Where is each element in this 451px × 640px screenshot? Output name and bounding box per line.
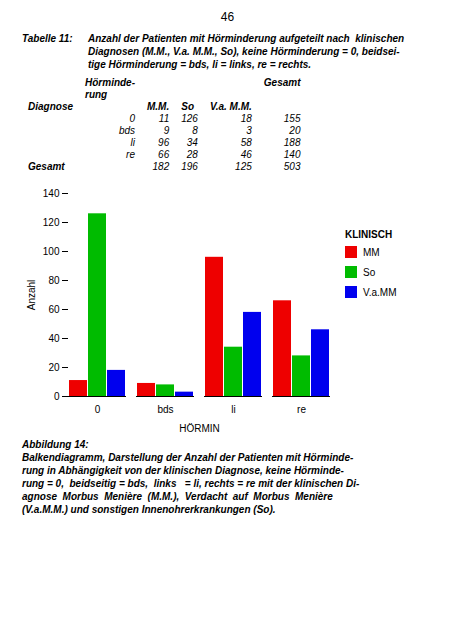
svg-text:0: 0 xyxy=(95,404,101,415)
html-text:Abbildung 14:: Abbildung 14: xyxy=(22,439,89,450)
html-text:M.M.: M.M. xyxy=(147,101,170,112)
html-text:503: 503 xyxy=(283,161,301,172)
html-text:66: 66 xyxy=(158,149,170,160)
html-text:Gesamt: Gesamt xyxy=(28,161,65,172)
html-text:li: li xyxy=(130,137,135,148)
html-text:182: 182 xyxy=(152,161,170,172)
html-text:KLINISCH: KLINISCH xyxy=(345,229,393,240)
html-text:Tabelle 11:: Tabelle 11: xyxy=(22,33,73,44)
svg-text:20: 20 xyxy=(48,362,60,373)
html-text:re: re xyxy=(126,149,135,160)
html-text:V.a. M.M.: V.a. M.M. xyxy=(209,101,252,112)
svg-text:HÖRMIN: HÖRMIN xyxy=(179,423,220,434)
html-text:196: 196 xyxy=(181,161,198,172)
html-text:9: 9 xyxy=(163,125,170,136)
html-text:28: 28 xyxy=(186,149,198,160)
svg-text:100: 100 xyxy=(43,246,60,257)
html-text:126: 126 xyxy=(181,113,198,124)
html-text:155: 155 xyxy=(283,113,301,124)
svg-text:0: 0 xyxy=(54,391,60,402)
html-text:34: 34 xyxy=(186,137,198,148)
svg-text:140: 140 xyxy=(43,188,60,199)
html-text:Diagnosen (M.M., V.a. M.M., So: Diagnosen (M.M., V.a. M.M., So), keine H… xyxy=(88,46,400,57)
html-text:46: 46 xyxy=(240,149,252,160)
svg-text:li: li xyxy=(231,404,235,415)
html-text:188: 188 xyxy=(283,137,301,148)
html-text:bds: bds xyxy=(118,125,135,136)
html-text:Balkendiagramm, Darstellung de: Balkendiagramm, Darstellung der Anzahl d… xyxy=(22,452,354,463)
html-text:20: 20 xyxy=(289,125,301,136)
html-text:Anzahl der Patienten mit Hörmi: Anzahl der Patienten mit Hörminderung au… xyxy=(88,33,405,44)
svg-text:bds: bds xyxy=(157,404,173,415)
svg-text:60: 60 xyxy=(48,304,60,315)
svg-text:re: re xyxy=(297,404,306,415)
html-text:Diagnose: Diagnose xyxy=(28,101,73,112)
svg-text:40: 40 xyxy=(48,333,60,344)
html-text:rung = 0, beidseitig = bds, li: rung = 0, beidseitig = bds, links = li, … xyxy=(22,478,360,489)
html-text:tige Hörminderung = bds, li =: tige Hörminderung = bds, li = links, re … xyxy=(88,59,312,70)
html-text:3: 3 xyxy=(246,125,252,136)
html-text:8: 8 xyxy=(192,125,198,136)
html-text:So: So xyxy=(181,101,194,112)
html-text:Hörminde- rung: Hörminde- rung xyxy=(85,77,135,100)
svg-text:Anzahl: Anzahl xyxy=(26,280,37,311)
html-text:96: 96 xyxy=(158,137,170,148)
html-text:11: 11 xyxy=(158,113,170,124)
html-text:18: 18 xyxy=(240,113,252,124)
svg-text:80: 80 xyxy=(48,275,60,286)
html-text:agnose Morbus Menière (M.M.),: agnose Morbus Menière (M.M.), Verdacht a… xyxy=(22,491,333,502)
html-text:0: 0 xyxy=(129,113,135,124)
html-text:rung in Abhängigkeit von der k: rung in Abhängigkeit von der klinischen … xyxy=(22,465,344,476)
html-text:(V.a.M.M.) und sonstigen Innen: (V.a.M.M.) und sonstigen Innenohrerkrank… xyxy=(22,504,276,515)
html-text:So: So xyxy=(363,266,376,278)
html-text:Gesamt: Gesamt xyxy=(263,77,301,88)
html-text:125: 125 xyxy=(235,161,252,172)
html-text:46: 46 xyxy=(220,10,235,24)
html-text:MM: MM xyxy=(363,246,380,258)
svg-text:120: 120 xyxy=(43,217,60,228)
html-text:58: 58 xyxy=(240,137,252,148)
html-text:V.a.MM: V.a.MM xyxy=(363,286,397,298)
html-text:140: 140 xyxy=(283,149,301,160)
